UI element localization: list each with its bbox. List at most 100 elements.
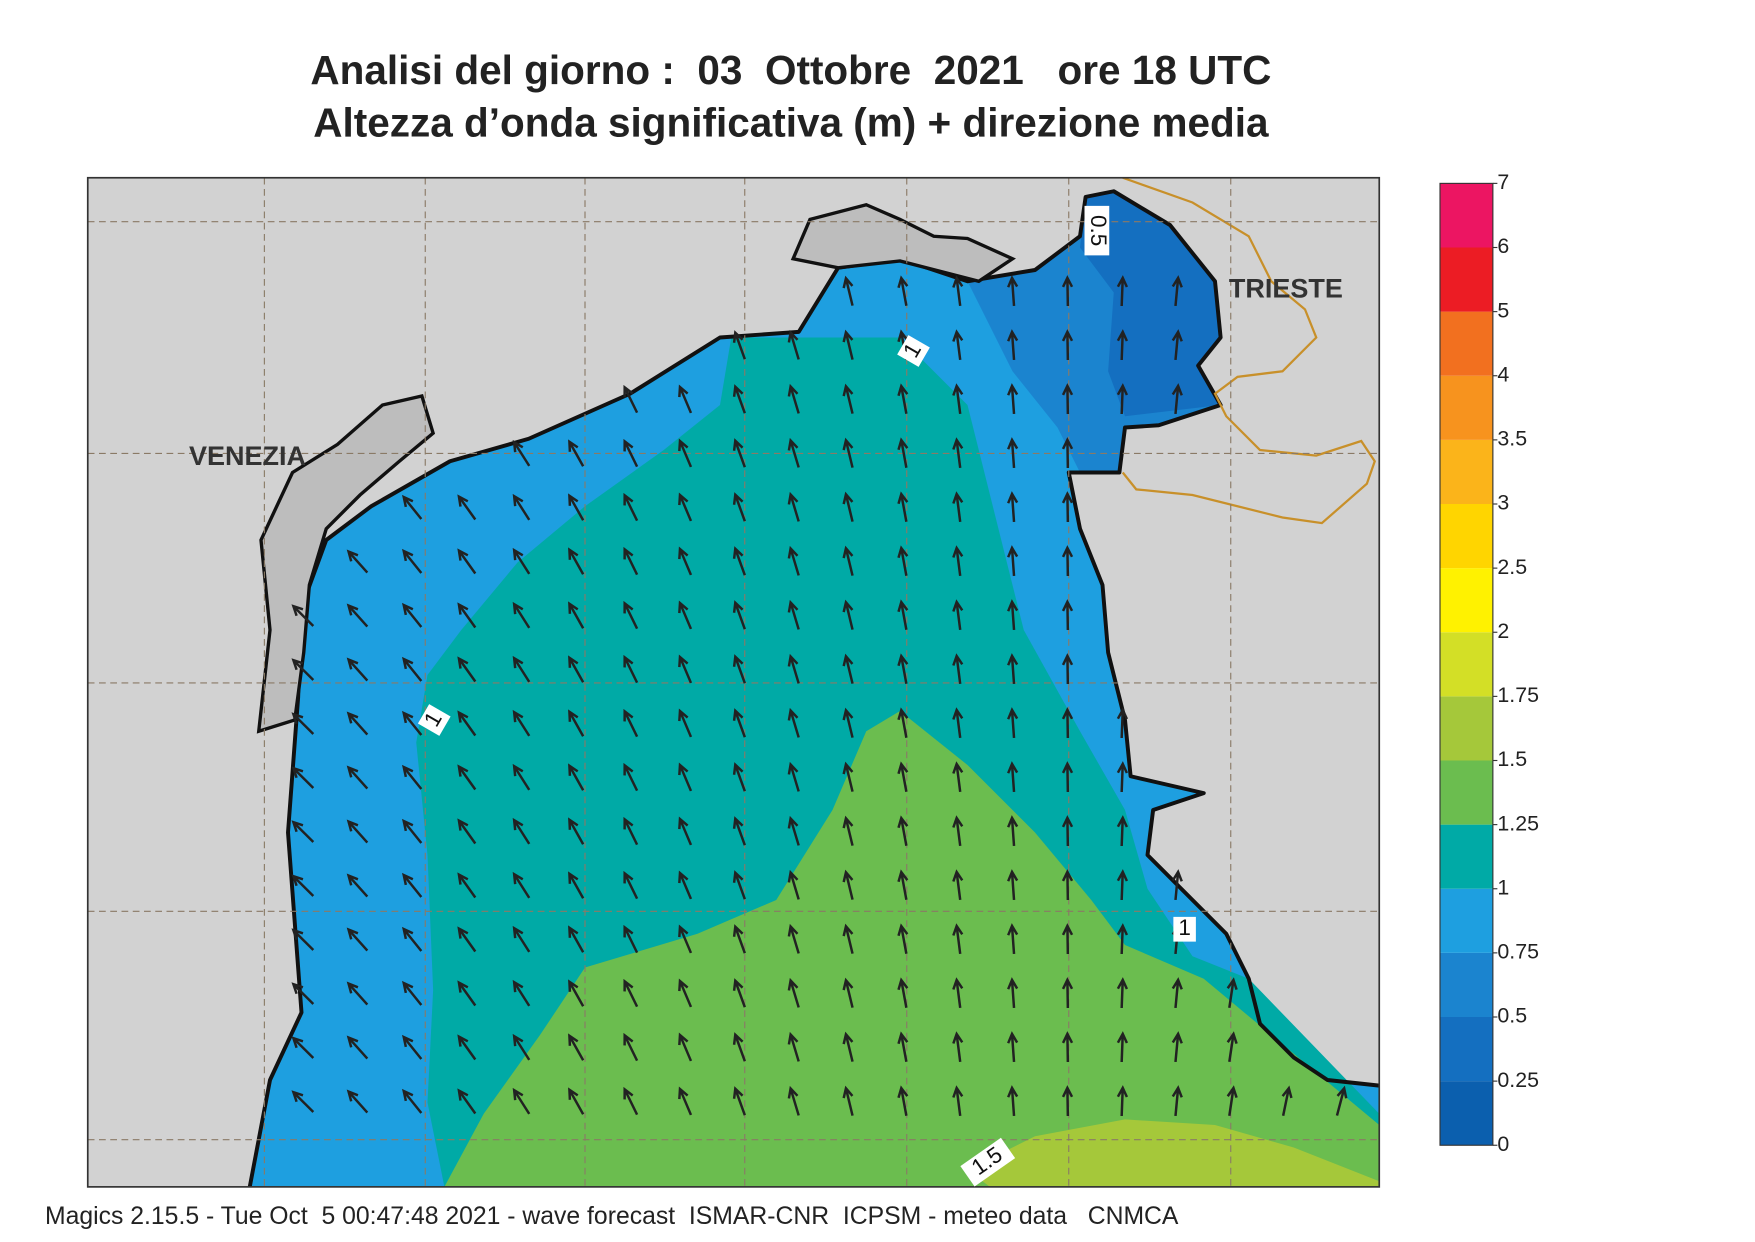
- arrow: [732, 708, 746, 738]
- title: Analisi del giorno : 03 Ottobre 2021 ore…: [310, 47, 1271, 93]
- colorbar-label: 5: [1497, 298, 1509, 322]
- colorbar-band: [1440, 504, 1493, 569]
- arrow: [1116, 815, 1129, 847]
- arrow: [1061, 437, 1074, 469]
- colorbar-label: 0: [1497, 1132, 1509, 1156]
- arrow: [291, 712, 315, 735]
- arrow: [732, 816, 746, 846]
- arrow: [897, 761, 909, 793]
- contour-value: 0.5: [1086, 215, 1111, 246]
- arrow: [401, 656, 423, 682]
- arrow: [952, 707, 964, 739]
- arrow: [623, 870, 639, 900]
- label-box: [1084, 205, 1110, 256]
- arrow: [1171, 383, 1183, 415]
- arrow: [401, 1088, 423, 1114]
- arrow: [952, 653, 964, 685]
- arrow: [623, 600, 639, 630]
- arrow: [401, 764, 423, 790]
- arrow: [401, 710, 423, 736]
- arrow: [1007, 491, 1019, 523]
- arrow: [291, 820, 315, 843]
- arrow: [897, 707, 909, 739]
- colorbar-band: [1440, 696, 1493, 761]
- arrow: [1171, 329, 1183, 361]
- colorbar-band: [1440, 824, 1493, 889]
- colorbar: 0 0.25 0.5 0.75 1 1.25 1.5 1.75 2 2.5 3 3.5 4 5 6 7: [1439, 170, 1539, 1156]
- arrow: [1171, 1031, 1183, 1063]
- arrow: [952, 491, 964, 523]
- arrow: [787, 1031, 800, 1062]
- label-box: [1173, 916, 1196, 942]
- wave-arrows: [291, 275, 1348, 1117]
- arrow: [1061, 653, 1074, 685]
- arrow: [623, 654, 639, 684]
- arrow: [623, 1032, 639, 1062]
- place-label: VENEZIA: [189, 441, 306, 471]
- arrow: [512, 871, 531, 899]
- arrow: [678, 600, 693, 630]
- arrow: [401, 548, 423, 574]
- arrow: [1226, 977, 1238, 1009]
- arrow: [1171, 977, 1183, 1009]
- arrow: [1061, 275, 1074, 307]
- arrow: [842, 437, 854, 468]
- colorbar-label: 7: [1497, 170, 1509, 194]
- arrow: [897, 977, 909, 1009]
- arrow: [842, 545, 854, 576]
- arrow: [842, 923, 854, 954]
- arrow: [346, 765, 369, 790]
- colorbar-label: 4: [1497, 362, 1509, 386]
- arrow: [346, 657, 369, 682]
- arrow: [1116, 383, 1129, 415]
- arrow: [952, 761, 964, 793]
- arrow: [346, 1035, 369, 1060]
- arrow: [1007, 869, 1019, 901]
- arrow: [787, 599, 800, 630]
- arrow: [457, 710, 477, 737]
- arrow: [897, 275, 909, 307]
- arrow: [568, 547, 585, 575]
- arrow: [568, 817, 585, 845]
- arrow: [842, 653, 854, 684]
- arrow: [346, 1089, 369, 1114]
- arrow: [732, 492, 746, 522]
- arrow: [568, 709, 585, 737]
- arrow: [1007, 545, 1019, 577]
- arrow: [457, 656, 477, 683]
- arrow: [568, 1033, 585, 1061]
- arrow: [291, 874, 315, 897]
- arrow: [1061, 329, 1074, 361]
- colorbar-label: 2: [1497, 619, 1509, 643]
- arrow: [1116, 329, 1129, 361]
- arrow: [623, 762, 639, 792]
- arrow: [1116, 977, 1129, 1009]
- arrow: [623, 546, 639, 576]
- colorbar-label: 1.25: [1497, 811, 1539, 835]
- arrow: [678, 708, 693, 738]
- arrow: [346, 603, 369, 628]
- arrow: [787, 977, 800, 1008]
- arrow: [457, 872, 477, 899]
- arrow: [1226, 1085, 1238, 1117]
- arrow: [1061, 869, 1074, 901]
- arrow: [401, 872, 423, 898]
- arrow: [623, 438, 639, 468]
- arrow: [346, 981, 369, 1006]
- arrow: [678, 1032, 693, 1062]
- arrow: [842, 815, 854, 846]
- arrow: [678, 438, 693, 468]
- arrow: [457, 980, 477, 1007]
- arrow: [1116, 1085, 1129, 1117]
- arrow: [291, 766, 315, 789]
- arrow: [787, 437, 800, 468]
- arrow: [952, 977, 964, 1009]
- arrow: [1116, 275, 1129, 307]
- arrow: [732, 384, 746, 414]
- place-label: TRIESTE: [1229, 273, 1343, 303]
- arrow: [1007, 977, 1019, 1009]
- arrow: [1007, 707, 1019, 739]
- arrow: [401, 602, 423, 628]
- arrow: [1007, 1031, 1019, 1063]
